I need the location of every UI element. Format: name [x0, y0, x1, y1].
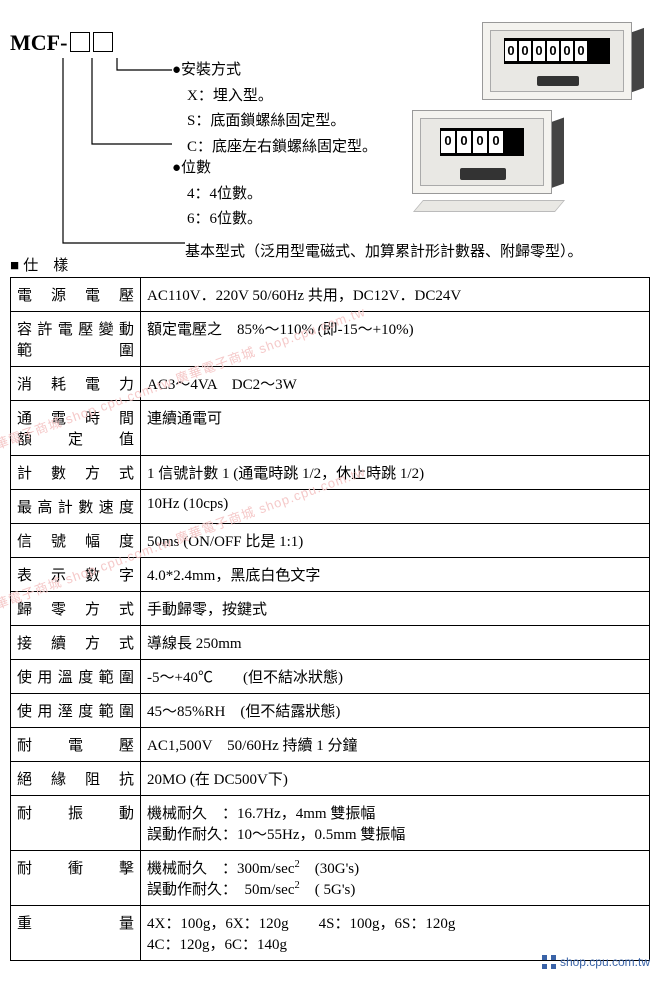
table-row: 耐 衝 擊機械耐久 ：300m/sec2 (30G's)誤動作耐久： 50m/s… [11, 851, 650, 906]
spec-value: 4.0*2.4mm，黑底白色文字 [141, 558, 650, 592]
spec-value: AC1,500V 50/60Hz 持續 1 分鐘 [141, 728, 650, 762]
spec-table: 電 源 電 壓AC110V．220V 50/60Hz 共用，DC12V．DC24… [10, 277, 650, 961]
digit: 0 [441, 131, 455, 153]
digit: 0 [473, 131, 487, 153]
spec-value: 額定電壓之 85%～110% (即-15～+10%) [141, 312, 650, 367]
table-row: 歸 零 方 式手動歸零，按鍵式 [11, 592, 650, 626]
digit: 0 [533, 41, 545, 61]
display-6: 000000 [504, 38, 610, 64]
table-row: 容許電壓變動範 圍額定電壓之 85%～110% (即-15～+10%) [11, 312, 650, 367]
spec-value: 45～85%RH (但不結露狀態) [141, 694, 650, 728]
table-row: 表 示 數 字4.0*2.4mm，黑底白色文字 [11, 558, 650, 592]
table-row: 使用溼度範圍45～85%RH (但不結露狀態) [11, 694, 650, 728]
spec-label: 信 號 幅 度 [11, 524, 141, 558]
spec-value: AC3～4VA DC2～3W [141, 367, 650, 401]
table-row: 最高計數速度10Hz (10cps) [11, 490, 650, 524]
spec-label: 計 數 方 式 [11, 456, 141, 490]
spec-value: 手動歸零，按鍵式 [141, 592, 650, 626]
reset-button-icon [460, 168, 506, 180]
mount-head: ●安裝方式 [172, 58, 377, 84]
digit-head: ●位數 [172, 156, 262, 182]
mount-opt-s: S：底面鎖螺絲固定型。 [172, 109, 377, 135]
spec-label: 耐 電 壓 [11, 728, 141, 762]
spec-label: 使用溼度範圍 [11, 694, 141, 728]
product-illustration: 000000 0000 [412, 22, 642, 222]
spec-value: 50ms (ON/OFF 比是 1:1) [141, 524, 650, 558]
digit: 0 [575, 41, 587, 61]
spec-label: 耐 衝 擊 [11, 851, 141, 906]
spec-value: AC110V．220V 50/60Hz 共用，DC12V．DC24V [141, 278, 650, 312]
device-4digit: 0000 [412, 110, 562, 206]
spec-value: 1 信號計數 1 (通電時跳 1/2，休止時跳 1/2) [141, 456, 650, 490]
footer-text: shop.cpu.com.tw [560, 955, 650, 969]
basic-type-text: 基本型式（泛用型電磁式、加算累計形計數器、附歸零型）。 [185, 240, 583, 261]
mount-options: ●安裝方式 X：埋入型。 S：底面鎖螺絲固定型。 C：底座左右鎖螺絲固定型。 [172, 58, 377, 160]
table-row: 重 量4X：100g，6X：120g 4S：100g，6S：120g4C：120… [11, 906, 650, 961]
spec-label: 重 量 [11, 906, 141, 961]
spec-value: 導線長 250mm [141, 626, 650, 660]
spec-value: 20MO (在 DC500V下) [141, 762, 650, 796]
spec-label: 最高計數速度 [11, 490, 141, 524]
spec-value: -5～+40℃ (但不結冰狀態) [141, 660, 650, 694]
table-row: 消 耗 電 力AC3～4VA DC2～3W [11, 367, 650, 401]
digit-opt-6: 6：6位數。 [172, 207, 262, 233]
spec-label: 消 耗 電 力 [11, 367, 141, 401]
spec-value: 機械耐久 ：300m/sec2 (30G's)誤動作耐久： 50m/sec2 (… [141, 851, 650, 906]
spec-value: 10Hz (10cps) [141, 490, 650, 524]
spec-label: 通 電 時 間額 定 值 [11, 401, 141, 456]
table-row: 計 數 方 式1 信號計數 1 (通電時跳 1/2，休止時跳 1/2) [11, 456, 650, 490]
table-row: 耐 振 動機械耐久 ：16.7Hz，4mm 雙振幅誤動作耐久：10～55Hz，0… [11, 796, 650, 851]
table-row: 絕 緣 阻 抗20MO (在 DC500V下) [11, 762, 650, 796]
table-row: 信 號 幅 度50ms (ON/OFF 比是 1:1) [11, 524, 650, 558]
spec-value: 4X：100g，6X：120g 4S：100g，6S：120g4C：120g，6… [141, 906, 650, 961]
spec-label: 電 源 電 壓 [11, 278, 141, 312]
digit-options: ●位數 4：4位數。 6：6位數。 [172, 156, 262, 233]
reset-button-icon [537, 76, 579, 86]
mount-opt-x: X：埋入型。 [172, 84, 377, 110]
spec-value: 機械耐久 ：16.7Hz，4mm 雙振幅誤動作耐久：10～55Hz，0.5mm … [141, 796, 650, 851]
spec-value: 連續通電可 [141, 401, 650, 456]
digit: 0 [489, 131, 503, 153]
table-row: 通 電 時 間額 定 值連續通電可 [11, 401, 650, 456]
spec-label: 使用溫度範圍 [11, 660, 141, 694]
table-row: 電 源 電 壓AC110V．220V 50/60Hz 共用，DC12V．DC24… [11, 278, 650, 312]
spec-label: 耐 振 動 [11, 796, 141, 851]
logo-icon [542, 955, 556, 969]
spec-label: 容許電壓變動範 圍 [11, 312, 141, 367]
device-6digit: 000000 [482, 22, 642, 110]
spec-label: 接 續 方 式 [11, 626, 141, 660]
ordering-code-diagram: MCF- ●安裝方式 X：埋入型。 S：底面鎖螺絲固定型。 C：底座左右鎖螺絲固… [10, 18, 650, 248]
spec-label: 歸 零 方 式 [11, 592, 141, 626]
digit: 0 [561, 41, 573, 61]
table-row: 耐 電 壓AC1,500V 50/60Hz 持續 1 分鐘 [11, 728, 650, 762]
digit: 0 [519, 41, 531, 61]
spec-label: 絕 緣 阻 抗 [11, 762, 141, 796]
digit-opt-4: 4：4位數。 [172, 182, 262, 208]
table-row: 接 續 方 式導線長 250mm [11, 626, 650, 660]
display-4: 0000 [440, 128, 524, 156]
digit: 0 [457, 131, 471, 153]
digit: 0 [505, 41, 517, 61]
page: MCF- ●安裝方式 X：埋入型。 S：底面鎖螺絲固定型。 C：底座左右鎖螺絲固… [0, 0, 660, 975]
table-row: 使用溫度範圍-5～+40℃ (但不結冰狀態) [11, 660, 650, 694]
footer-logo: shop.cpu.com.tw [542, 955, 650, 969]
digit: 0 [547, 41, 559, 61]
spec-label: 表 示 數 字 [11, 558, 141, 592]
